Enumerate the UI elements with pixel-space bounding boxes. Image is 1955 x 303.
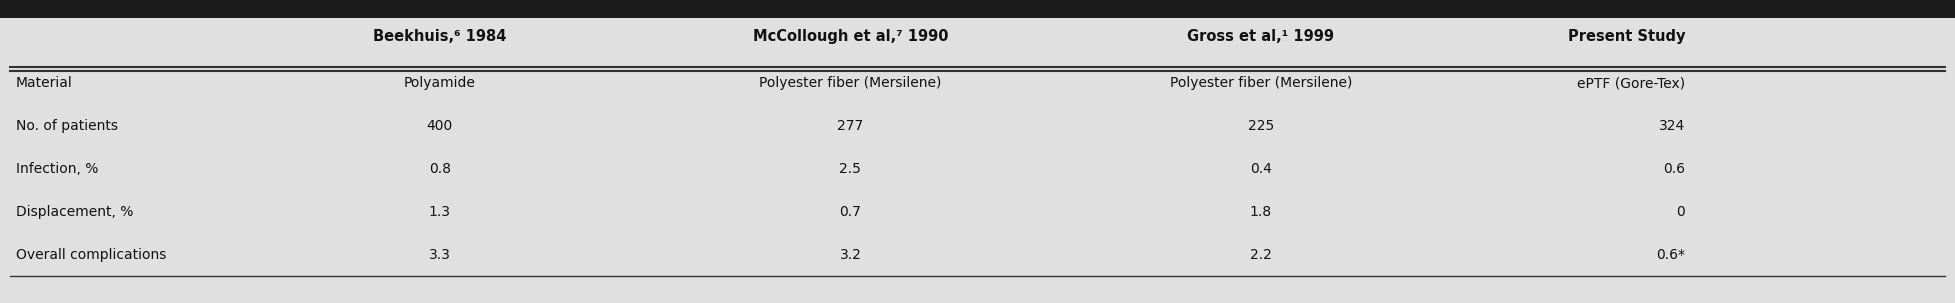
Text: 0.4: 0.4 (1249, 162, 1273, 176)
Text: 0.7: 0.7 (839, 205, 862, 219)
Text: Infection, %: Infection, % (16, 162, 98, 176)
Text: Polyamide: Polyamide (405, 76, 475, 90)
Text: 1.8: 1.8 (1249, 205, 1273, 219)
Text: 277: 277 (837, 119, 864, 133)
Text: 0.8: 0.8 (428, 162, 452, 176)
Text: 1.3: 1.3 (428, 205, 452, 219)
Text: 0.6*: 0.6* (1656, 248, 1685, 262)
Text: No. of patients: No. of patients (16, 119, 117, 133)
Bar (0, 0, 1955, 18)
Text: 3.2: 3.2 (839, 248, 862, 262)
Text: Overall complications: Overall complications (16, 248, 166, 262)
Text: 225: 225 (1247, 119, 1275, 133)
Text: ePTF (Gore-Tex): ePTF (Gore-Tex) (1578, 76, 1685, 90)
Text: Polyester fiber (Mersilene): Polyester fiber (Mersilene) (1169, 76, 1353, 90)
Text: 2.5: 2.5 (839, 162, 862, 176)
Text: 0.6: 0.6 (1664, 162, 1685, 176)
Text: Beekhuis,⁶ 1984: Beekhuis,⁶ 1984 (373, 29, 506, 44)
Text: 0: 0 (1677, 205, 1685, 219)
Text: Polyester fiber (Mersilene): Polyester fiber (Mersilene) (759, 76, 942, 90)
Text: Displacement, %: Displacement, % (16, 205, 133, 219)
Text: Material: Material (16, 76, 72, 90)
Text: 324: 324 (1660, 119, 1685, 133)
Text: 3.3: 3.3 (428, 248, 452, 262)
Text: Present Study: Present Study (1568, 29, 1685, 44)
Text: McCollough et al,⁷ 1990: McCollough et al,⁷ 1990 (753, 29, 948, 44)
Text: 2.2: 2.2 (1249, 248, 1273, 262)
Text: 400: 400 (426, 119, 454, 133)
Text: Gross et al,¹ 1999: Gross et al,¹ 1999 (1187, 29, 1335, 44)
